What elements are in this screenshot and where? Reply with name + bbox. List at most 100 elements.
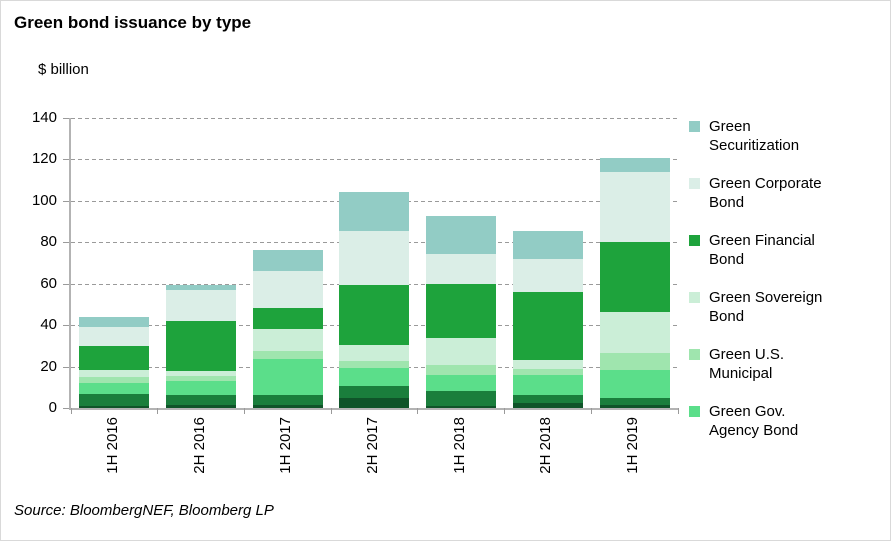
bar-segment <box>79 345 150 370</box>
legend-label: Green Gov. Agency Bond <box>709 403 799 439</box>
source-note: Source: BloombergNEF, Bloomberg LP <box>14 502 274 519</box>
bar-segment <box>339 284 410 345</box>
legend: Green Securitization Green Corporate Bond… <box>689 117 889 459</box>
bar-segment <box>599 369 670 398</box>
bar-segment <box>339 367 410 387</box>
bar-segment <box>79 393 150 406</box>
bar-segment <box>426 337 497 365</box>
bar-segment <box>252 359 323 395</box>
x-axis-tick <box>330 408 332 414</box>
x-axis-tick <box>504 408 506 414</box>
x-category-label: 2H 2017 <box>364 417 382 474</box>
bar-segment <box>79 369 150 377</box>
bar-segment <box>426 391 497 406</box>
bar-segment <box>166 370 237 376</box>
legend-swatch-icon <box>689 235 700 246</box>
y-axis-tick <box>63 283 69 285</box>
bar-segment <box>339 361 410 368</box>
bar-segment <box>79 383 150 394</box>
x-category-label: 2H 2016 <box>190 417 208 474</box>
bar-slot <box>418 118 505 408</box>
x-axis-tick <box>157 408 159 414</box>
bar-segment <box>166 381 237 395</box>
bar-segment <box>599 158 670 172</box>
bar <box>426 216 497 408</box>
y-tick-label: 20 <box>40 357 57 375</box>
bar-slot <box>244 118 331 408</box>
bar <box>599 158 670 408</box>
bar-segment <box>426 364 497 375</box>
legend-swatch-icon <box>689 292 700 303</box>
bar-segment <box>426 374 497 392</box>
bar-segment <box>166 394 237 405</box>
bar-segment <box>252 329 323 352</box>
bar-slot <box>505 118 592 408</box>
y-axis-tick <box>63 408 69 409</box>
bar-segment <box>426 216 497 254</box>
bar-segment <box>252 271 323 308</box>
y-axis-tick <box>63 242 69 244</box>
bar-segment <box>512 258 583 293</box>
x-category-label: 1H 2019 <box>624 417 642 474</box>
x-category-slot: 1H 2016 <box>69 417 156 497</box>
y-tick-label: 120 <box>31 150 57 168</box>
bar-segment <box>599 242 670 312</box>
bar-segment <box>339 344 410 362</box>
bar-segment <box>166 321 237 371</box>
bar-segment <box>166 404 237 408</box>
bar-segment <box>426 253 497 284</box>
y-axis-unit-label: $ billion <box>38 61 89 78</box>
bar-segment <box>79 327 150 346</box>
bar-slot <box>158 118 245 408</box>
bar-segment <box>252 351 323 360</box>
x-axis-tick <box>70 408 72 414</box>
bar <box>166 284 237 408</box>
x-category-label: 1H 2018 <box>450 417 468 474</box>
bar-segment <box>339 397 410 408</box>
bar-segment <box>339 230 410 285</box>
legend-item: Green Gov. Agency Bond <box>689 402 889 440</box>
bar-segment <box>599 353 670 370</box>
x-category-slot: 1H 2017 <box>242 417 329 497</box>
bar <box>512 230 583 408</box>
bar-segment <box>252 394 323 405</box>
legend-item: Green U.S. Municipal <box>689 345 889 383</box>
bar-segment <box>339 386 410 398</box>
bar-segment <box>512 368 583 375</box>
legend-item: Green Sovereign Bond <box>689 288 889 326</box>
y-axis-tick-labels: 0 20 40 60 80 100 120 140 <box>1 109 57 416</box>
x-category-slot: 2H 2016 <box>156 417 243 497</box>
bar-segment <box>512 360 583 369</box>
x-category-slot: 2H 2018 <box>503 417 590 497</box>
bar-segment <box>426 405 497 408</box>
legend-swatch-icon <box>689 121 700 132</box>
gridline <box>71 159 678 161</box>
legend-item: Green Securitization <box>689 117 889 155</box>
bar-segment <box>252 307 323 330</box>
legend-swatch-icon <box>689 349 700 360</box>
x-axis-tick <box>590 408 592 414</box>
bar-segment <box>599 311 670 354</box>
x-axis-tick <box>417 408 419 414</box>
bar-segment <box>79 405 150 408</box>
y-axis-tick <box>63 366 69 368</box>
y-axis-tick <box>63 200 69 202</box>
legend-swatch-icon <box>689 178 700 189</box>
bar-segment <box>599 171 670 243</box>
chart-title: Green bond issuance by type <box>14 13 252 32</box>
bar-segment <box>512 402 583 408</box>
legend-label: Green Financial Bond <box>709 232 815 268</box>
bar <box>339 191 410 408</box>
y-axis-tick <box>63 118 69 119</box>
y-tick-label: 80 <box>40 233 57 251</box>
y-tick-label: 40 <box>40 316 57 334</box>
legend-item: Green Corporate Bond <box>689 174 889 212</box>
bar-segment <box>79 316 150 328</box>
x-category-label: 2H 2018 <box>537 417 555 474</box>
bar-segment <box>166 375 237 382</box>
legend-swatch-icon <box>689 406 700 417</box>
legend-label: Green Corporate Bond <box>709 175 822 211</box>
bar <box>252 249 323 408</box>
bar-segment <box>512 230 583 259</box>
